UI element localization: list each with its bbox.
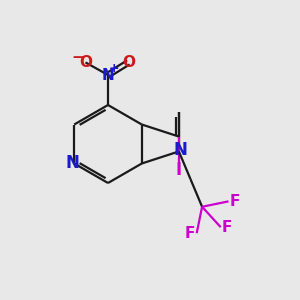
Text: N: N xyxy=(173,141,187,159)
Text: F: F xyxy=(230,194,240,209)
Text: I: I xyxy=(176,161,182,179)
Text: F: F xyxy=(222,220,232,235)
Text: N: N xyxy=(102,68,114,82)
Text: N: N xyxy=(66,154,80,172)
Text: O: O xyxy=(79,55,92,70)
Text: F: F xyxy=(185,226,195,241)
Text: +: + xyxy=(109,62,119,75)
Text: −: − xyxy=(72,50,84,64)
Text: O: O xyxy=(122,55,135,70)
